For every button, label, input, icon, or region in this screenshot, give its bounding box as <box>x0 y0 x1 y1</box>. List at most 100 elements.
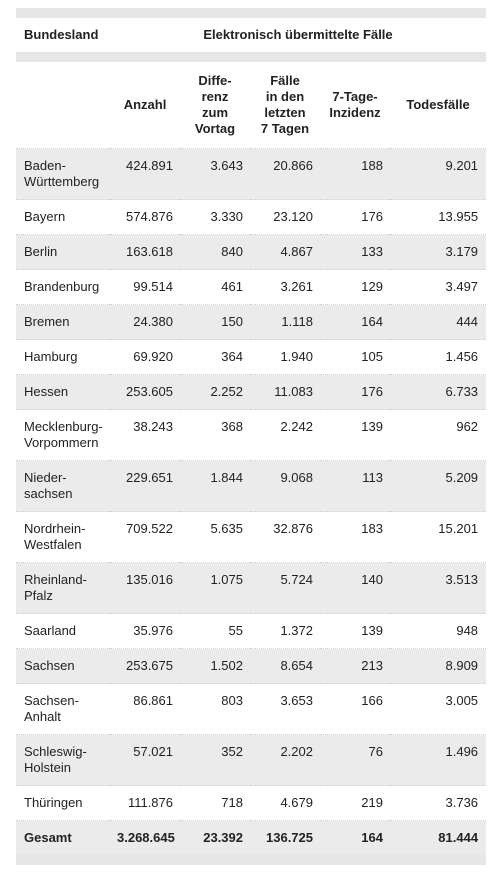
cell: 20.866 <box>250 148 320 200</box>
cell: 166 <box>320 683 390 735</box>
cell: 8.909 <box>390 648 487 684</box>
cell: 253.605 <box>110 374 180 410</box>
table-wrap: Bundesland Elektronisch übermittelte Fäl… <box>16 8 487 865</box>
cell: 15.201 <box>390 511 487 563</box>
row: Hamburg 69.920 364 1.940 105 1.456 <box>16 339 487 375</box>
row: Saarland 35.976 55 1.372 139 948 <box>16 613 487 649</box>
cell: 23.392 <box>180 820 250 855</box>
cell: 3.653 <box>250 683 320 735</box>
cell: 13.955 <box>390 199 487 235</box>
cell: 9.201 <box>390 148 487 200</box>
table-body: Bundesland Elektronisch übermittelte Fäl… <box>16 18 487 855</box>
table: Bundesland Elektronisch übermittelte Fäl… <box>16 18 487 855</box>
row: Hessen 253.605 2.252 11.083 176 6.733 <box>16 374 487 410</box>
cell: 183 <box>320 511 390 563</box>
cell: 4.679 <box>250 785 320 821</box>
cell: 23.120 <box>250 199 320 235</box>
cell: 1.844 <box>180 460 250 512</box>
cell: 81.444 <box>390 820 487 855</box>
cell: 3.736 <box>390 785 487 821</box>
cell: Sachsen <box>16 648 110 684</box>
cell: Nordrhein- Westfalen <box>16 511 110 563</box>
row: Berlin 163.618 840 4.867 133 3.179 <box>16 234 487 270</box>
cell: 76 <box>320 734 390 786</box>
cell: 1.502 <box>180 648 250 684</box>
cell: 11.083 <box>250 374 320 410</box>
cell: 86.861 <box>110 683 180 735</box>
cell: 1.118 <box>250 304 320 340</box>
cell: Berlin <box>16 234 110 270</box>
cell: 2.252 <box>180 374 250 410</box>
column-header: Diffe- renz zum Vortag <box>194 73 236 136</box>
row: Sachsen- Anhalt 86.861 803 3.653 166 3.005 <box>16 683 487 735</box>
cell: Baden- Württemberg <box>16 148 110 200</box>
cell: Hamburg <box>16 339 110 375</box>
row: Schleswig- Holstein 57.021 352 2.202 76 1.496 <box>16 734 487 786</box>
cell: 253.675 <box>110 648 180 684</box>
cell: 2.202 <box>250 734 320 786</box>
cell: 2.242 <box>250 409 320 461</box>
cell: 35.976 <box>110 613 180 649</box>
cell: 188 <box>320 148 390 200</box>
row: Thüringen 111.876 718 4.679 219 3.736 <box>16 785 487 821</box>
cell: 229.651 <box>110 460 180 512</box>
cell: 4.867 <box>250 234 320 270</box>
cell: 1.496 <box>390 734 487 786</box>
cell: 135.016 <box>110 562 180 614</box>
cell: Sachsen- Anhalt <box>16 683 110 735</box>
cell: 136.725 <box>250 820 320 855</box>
cell: Schleswig- Holstein <box>16 734 110 786</box>
cell: 99.514 <box>110 269 180 305</box>
header-cell: Elektronisch übermittelte Fälle <box>203 27 393 42</box>
cell: 150 <box>180 304 250 340</box>
row: Bayern 574.876 3.330 23.120 176 13.955 <box>16 199 487 235</box>
cell: 962 <box>390 409 487 461</box>
cell: 105 <box>320 339 390 375</box>
cell: 219 <box>320 785 390 821</box>
cell: 364 <box>180 339 250 375</box>
cell: 3.005 <box>390 683 487 735</box>
cell: 164 <box>320 304 390 340</box>
cell: 55 <box>180 613 250 649</box>
column-header: Todesfälle <box>406 97 470 112</box>
cell: Gesamt <box>16 820 110 855</box>
cell: 176 <box>320 199 390 235</box>
row: Baden- Württemberg 424.891 3.643 20.866 188 9… <box>16 148 487 200</box>
cell: 164 <box>320 820 390 855</box>
header-row: Bundesland Elektronisch übermittelte Fäl… <box>16 18 486 52</box>
cell: 57.021 <box>110 734 180 786</box>
cell: 1.456 <box>390 339 487 375</box>
cell: 3.261 <box>250 269 320 305</box>
cell: 1.372 <box>250 613 320 649</box>
cell: 140 <box>320 562 390 614</box>
cell: 9.068 <box>250 460 320 512</box>
cell: 3.643 <box>180 148 250 200</box>
cell: 424.891 <box>110 148 180 200</box>
cell: Brandenburg <box>16 269 110 305</box>
cell: 1.075 <box>180 562 250 614</box>
row: Nieder- sachsen 229.651 1.844 9.068 113 5.209 <box>16 460 487 512</box>
cell: 5.209 <box>390 460 487 512</box>
cell: 38.243 <box>110 409 180 461</box>
cell: 718 <box>180 785 250 821</box>
column-header: Fälle in den letzten 7 Tagen <box>260 73 310 136</box>
cell: 133 <box>320 234 390 270</box>
cell: 8.654 <box>250 648 320 684</box>
cell: 3.268.645 <box>110 820 180 855</box>
cell: 6.733 <box>390 374 487 410</box>
cell: 163.618 <box>110 234 180 270</box>
separator <box>16 52 487 62</box>
cell: 840 <box>180 234 250 270</box>
column-header <box>16 62 110 149</box>
cell: 111.876 <box>110 785 180 821</box>
cell: 574.876 <box>110 199 180 235</box>
cell: Nieder- sachsen <box>16 460 110 512</box>
separator-cell <box>16 52 487 62</box>
row: Mecklenburg- Vorpommern 38.243 368 2.242 139… <box>16 409 487 461</box>
cell: 709.522 <box>110 511 180 563</box>
cell: 139 <box>320 613 390 649</box>
cell: Bayern <box>16 199 110 235</box>
cell: Bremen <box>16 304 110 340</box>
row: Brandenburg 99.514 461 3.261 129 3.497 <box>16 269 487 305</box>
